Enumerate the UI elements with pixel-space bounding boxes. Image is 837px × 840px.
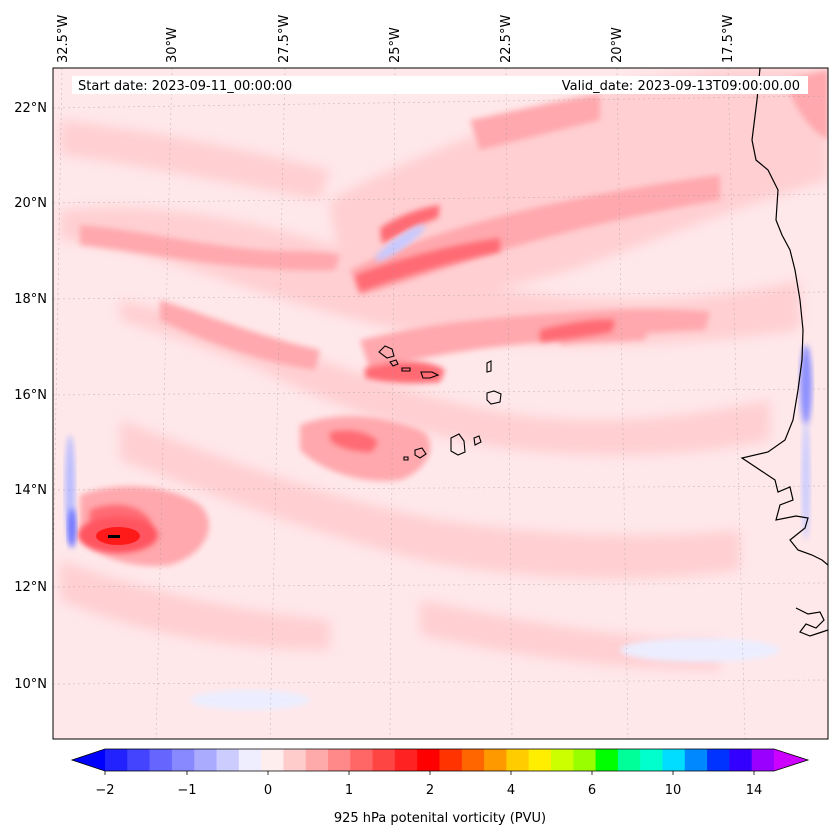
colorbar-level bbox=[551, 749, 574, 771]
valid-date-label: Valid_date: 2023-09-13T09:00:00.00 bbox=[562, 79, 800, 94]
colorbar-level bbox=[372, 749, 396, 771]
colorbar-level bbox=[149, 749, 173, 771]
colorbar-label: 925 hPa potenital vorticity (PVU) bbox=[334, 811, 546, 826]
colorbar-tick-label: 6 bbox=[588, 783, 596, 798]
lon-label: 17.5°W bbox=[721, 15, 736, 63]
colorbar-level bbox=[573, 749, 597, 771]
lon-label: 20°W bbox=[610, 27, 625, 63]
lat-label: 14°N bbox=[14, 483, 47, 498]
colorbar-level bbox=[439, 749, 463, 771]
colorbar-tick-label: −1 bbox=[177, 783, 196, 798]
island-boa-vista bbox=[486, 390, 502, 405]
lat-label: 10°N bbox=[14, 677, 47, 692]
colorbar-level bbox=[751, 749, 775, 771]
colorbar-level bbox=[328, 749, 351, 771]
colorbar-extend-min bbox=[72, 749, 105, 771]
lon-label: 30°W bbox=[165, 27, 180, 63]
colorbar-level bbox=[261, 749, 284, 771]
start-date-label: Start date: 2023-09-11_00:00:00 bbox=[78, 79, 292, 94]
island-maio bbox=[473, 435, 482, 446]
lon-label: 32.5°W bbox=[56, 15, 71, 63]
latitude-labels: 22°N 20°N 18°N 16°N 14°N 12°N 10°N bbox=[14, 101, 47, 692]
cyclone-pv-maximum bbox=[78, 517, 158, 553]
colorbar-level bbox=[595, 749, 619, 771]
colorbar-ticks: −2 −1 0 1 2 4 6 10 14 bbox=[95, 783, 762, 798]
colorbar-level bbox=[105, 749, 128, 771]
colorbar-extend-max bbox=[774, 749, 808, 771]
colorbar-level bbox=[216, 749, 240, 771]
colorbar-level bbox=[305, 749, 329, 771]
graticule bbox=[53, 68, 828, 739]
map-frame bbox=[52, 67, 829, 740]
lat-label: 18°N bbox=[14, 292, 47, 307]
colorbar-level bbox=[528, 749, 552, 771]
date-banner bbox=[72, 76, 808, 94]
island-sao-nicolau bbox=[420, 371, 440, 379]
map-panel bbox=[53, 68, 828, 739]
coastline-africa bbox=[740, 68, 828, 637]
colorbar-level bbox=[640, 749, 663, 771]
colorbar-level bbox=[127, 749, 151, 771]
colorbar bbox=[70, 748, 810, 775]
longitude-labels: 32.5°W 30°W 27.5°W 25°W 22.5°W 20°W 17.5… bbox=[56, 15, 736, 63]
island-fogo bbox=[414, 447, 427, 459]
islands-cabo-verde bbox=[378, 345, 502, 461]
colorbar-tick-label: 14 bbox=[746, 783, 763, 798]
colorbar-level bbox=[171, 749, 195, 771]
island-santa-luzia bbox=[401, 367, 411, 372]
colorbar-level bbox=[684, 749, 708, 771]
colorbar-level bbox=[238, 749, 262, 771]
colorbar-level bbox=[707, 749, 730, 771]
colorbar-level bbox=[350, 749, 374, 771]
lon-label: 27.5°W bbox=[277, 15, 292, 63]
colorbar-level bbox=[506, 749, 530, 771]
colorbar-level bbox=[729, 749, 753, 771]
colorbar-tick-label: −2 bbox=[95, 783, 114, 798]
island-sao-vicente bbox=[389, 359, 399, 367]
colorbar-level bbox=[194, 749, 217, 771]
lat-label: 16°N bbox=[14, 388, 47, 403]
colorbar-tick-label: 0 bbox=[264, 783, 272, 798]
colorbar-tick-label: 4 bbox=[507, 783, 515, 798]
colorbar-level bbox=[283, 749, 307, 771]
colorbar-tick-label: 2 bbox=[426, 783, 434, 798]
island-brava bbox=[403, 456, 409, 461]
island-sal bbox=[486, 360, 492, 373]
lat-label: 22°N bbox=[14, 101, 47, 116]
colorbar-level bbox=[461, 749, 485, 771]
lon-label: 25°W bbox=[388, 27, 403, 63]
island-santiago bbox=[450, 433, 466, 456]
colorbar-level bbox=[417, 749, 440, 771]
lat-label: 12°N bbox=[14, 580, 47, 595]
colorbar-level bbox=[484, 749, 507, 771]
colorbar-level bbox=[394, 749, 418, 771]
lat-label: 20°N bbox=[14, 196, 47, 211]
lon-label: 22.5°W bbox=[499, 15, 514, 63]
colorbar-level bbox=[662, 749, 686, 771]
pv-field-negative bbox=[65, 225, 812, 710]
colorbar-level bbox=[617, 749, 641, 771]
colorbar-tick-label: 10 bbox=[665, 783, 682, 798]
island-santo-antao bbox=[378, 345, 395, 359]
colorbar-tick-label: 1 bbox=[345, 783, 353, 798]
